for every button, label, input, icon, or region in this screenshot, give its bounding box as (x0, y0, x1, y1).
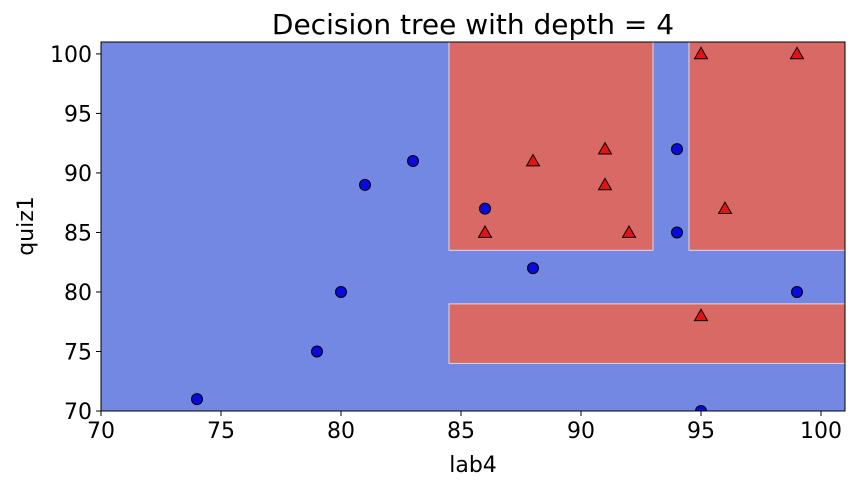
circle-point (791, 285, 803, 298)
circle-point (407, 155, 419, 168)
x-tick-label: 90 (567, 419, 595, 444)
triangle-point (597, 177, 613, 191)
triangle-point (477, 224, 493, 238)
triangle-point (717, 201, 733, 215)
chart-title: Decision tree with depth = 4 (272, 8, 674, 41)
triangle-point (597, 141, 613, 155)
x-tick-label: 100 (800, 419, 842, 444)
circle-point (311, 345, 323, 358)
decision-region-triangle (688, 42, 845, 251)
x-axis: 70 75 80 85 90 95 100 (87, 411, 842, 444)
triangle-point (525, 153, 541, 167)
x-tick-label: 95 (687, 419, 715, 444)
triangle-point (621, 224, 637, 238)
plot-frame (100, 41, 846, 412)
circle-point (671, 143, 683, 156)
x-tick-label: 85 (447, 419, 475, 444)
circle-point (479, 202, 491, 215)
y-tick-label: 90 (64, 162, 92, 187)
y-tick-label: 95 (64, 102, 92, 127)
circle-point (191, 393, 203, 406)
circle-point (671, 226, 683, 239)
y-tick-label: 75 (64, 340, 92, 365)
circle-point (695, 405, 707, 411)
y-tick-label: 80 (64, 281, 92, 306)
decision-region-triangle (448, 42, 654, 251)
circle-point (527, 262, 539, 275)
circle-point (335, 285, 347, 298)
y-tick-label: 85 (64, 221, 92, 246)
x-tick-label: 80 (327, 419, 355, 444)
x-tick-label: 75 (207, 419, 235, 444)
y-axis: 70 75 80 85 90 95 100 (50, 43, 101, 425)
decision-region-triangle (448, 303, 845, 364)
triangle-point (693, 46, 709, 60)
triangle-point (693, 308, 709, 322)
y-tick-label: 70 (64, 400, 92, 425)
y-axis-label: quiz1 (14, 196, 39, 256)
x-tick-label: 70 (87, 419, 115, 444)
plot-inner (101, 42, 845, 411)
circle-point (359, 178, 371, 191)
triangle-point (789, 46, 805, 60)
x-axis-label: lab4 (449, 453, 497, 478)
plot-area (100, 41, 846, 412)
y-tick-label: 100 (50, 43, 92, 68)
